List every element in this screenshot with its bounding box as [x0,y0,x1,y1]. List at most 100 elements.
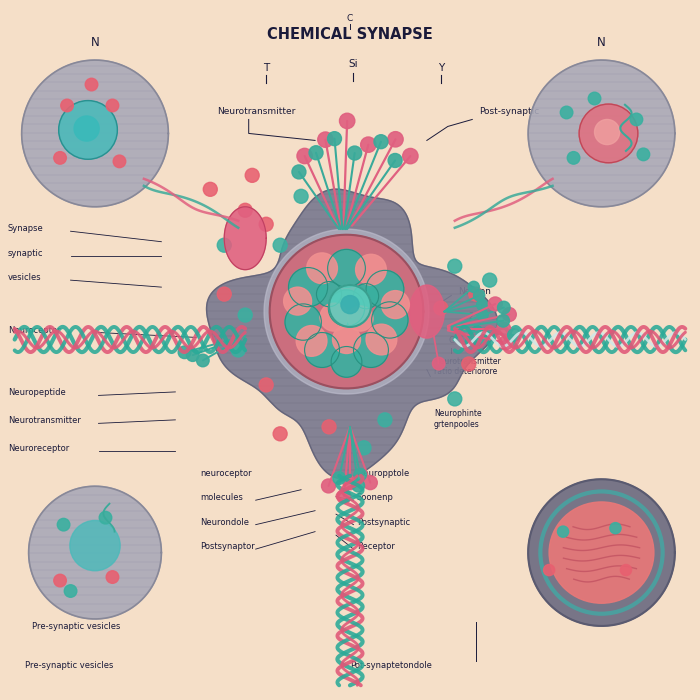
Polygon shape [224,206,266,270]
Text: C: C [449,336,454,345]
Circle shape [473,290,484,301]
Text: Postsynaptic: Postsynaptic [357,518,410,526]
Circle shape [498,301,510,314]
Circle shape [322,420,336,434]
Text: Neuropeptide: Neuropeptide [8,389,65,398]
Circle shape [341,295,359,314]
Text: synaptic: synaptic [8,248,43,258]
Circle shape [296,326,327,356]
Circle shape [331,346,362,377]
Circle shape [307,253,337,284]
Circle shape [499,336,513,350]
Circle shape [434,301,448,315]
Circle shape [567,152,580,164]
Circle shape [352,480,365,492]
Circle shape [360,137,376,153]
Polygon shape [264,229,429,394]
Circle shape [106,99,119,112]
Circle shape [354,468,367,481]
Circle shape [59,101,118,160]
Circle shape [476,329,490,343]
Text: Neuroceptor: Neuroceptor [8,326,60,335]
Text: Receptor: Receptor [357,542,395,551]
Circle shape [340,113,355,129]
Circle shape [70,521,120,570]
Circle shape [366,270,404,308]
Text: 2: 2 [469,312,474,321]
Circle shape [372,302,408,338]
Circle shape [388,153,402,167]
Circle shape [309,146,323,160]
Circle shape [304,332,340,368]
Circle shape [348,146,362,160]
Circle shape [238,308,252,322]
Circle shape [106,570,119,583]
Circle shape [354,284,379,309]
Text: Soonenp: Soonenp [357,494,394,502]
Text: neuroceptor: neuroceptor [199,469,251,477]
Circle shape [489,297,503,311]
Circle shape [231,343,245,357]
Circle shape [594,120,620,145]
Text: Neurondole: Neurondole [199,518,248,526]
Circle shape [588,92,601,105]
Circle shape [57,519,70,531]
Circle shape [217,238,231,252]
Circle shape [288,267,328,307]
Circle shape [285,304,321,340]
Text: Neuropptole: Neuropptole [357,469,410,477]
Circle shape [343,476,357,490]
Polygon shape [270,234,424,388]
Circle shape [630,113,643,126]
Circle shape [203,182,217,196]
Polygon shape [528,480,675,626]
Circle shape [374,134,388,148]
Text: Pot-synaptetondole: Pot-synaptetondole [350,661,432,670]
Circle shape [320,303,348,331]
Circle shape [316,281,342,307]
Text: N: N [597,36,606,49]
Text: Neuron: Neuron [458,287,491,296]
Circle shape [197,354,209,367]
Text: CHEMICAL SYNAPSE: CHEMICAL SYNAPSE [267,27,433,42]
Circle shape [503,307,517,321]
Text: molecules: molecules [199,494,243,502]
Circle shape [294,189,308,203]
Text: Neurotransmitter
ratio deteriorore: Neurotransmitter ratio deteriorore [434,357,500,377]
Circle shape [357,441,371,455]
Circle shape [543,564,554,575]
Circle shape [448,392,462,406]
Circle shape [64,584,77,597]
Circle shape [448,259,462,273]
Circle shape [388,132,403,147]
Text: Pre-synaptic vesicles: Pre-synaptic vesicles [25,661,113,670]
Text: N: N [90,36,99,49]
Circle shape [497,314,510,327]
Circle shape [217,287,231,301]
Text: Neurotransmitter: Neurotransmitter [8,416,81,426]
Circle shape [238,203,252,217]
Circle shape [178,346,191,358]
Circle shape [508,329,520,342]
Circle shape [557,526,568,537]
Text: vesicles: vesicles [8,273,41,282]
Circle shape [348,306,373,331]
Circle shape [382,290,409,318]
Circle shape [468,281,480,293]
Circle shape [273,427,287,441]
Circle shape [61,99,74,112]
Circle shape [332,326,360,354]
Circle shape [579,104,638,163]
Polygon shape [29,486,162,619]
Circle shape [497,322,511,336]
Text: Neurophinte
grtenpooles: Neurophinte grtenpooles [434,410,482,429]
Circle shape [85,78,98,91]
Circle shape [363,476,377,489]
Circle shape [259,378,273,392]
Circle shape [186,349,199,361]
Circle shape [113,155,126,168]
Circle shape [477,309,488,321]
Circle shape [273,238,287,252]
Circle shape [259,217,273,231]
Polygon shape [410,285,444,338]
